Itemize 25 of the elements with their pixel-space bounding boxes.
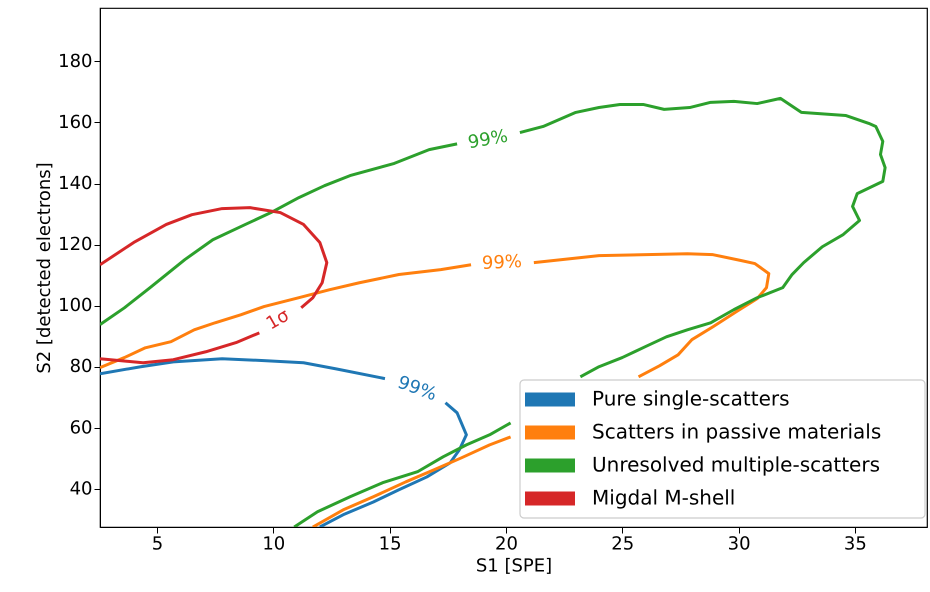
x-tick-label: 30 [728, 534, 751, 554]
x-tick-label: 25 [611, 534, 634, 554]
y-tick-label: 60 [70, 417, 92, 438]
y-tick-label: 100 [58, 295, 92, 316]
x-tick-label: 15 [378, 534, 402, 554]
legend-label: Pure single-scatters [592, 386, 790, 410]
y-axis-title: S2 [detected electrons] [34, 162, 56, 374]
y-tick-label: 120 [58, 234, 92, 256]
annotation: 99% [394, 372, 440, 406]
y-tick-label: 160 [58, 112, 92, 133]
x-tick-label: 35 [844, 534, 867, 554]
y-tick-label: 80 [70, 356, 92, 378]
legend-label: Scatters in passive materials [592, 420, 882, 444]
y-tick-label: 140 [58, 173, 92, 194]
y-tick-label: 40 [70, 478, 92, 500]
x-tick-label: 10 [262, 534, 286, 554]
legend-label: Migdal M-shell [592, 486, 736, 510]
x-axis-title: S1 [SPE] [476, 556, 552, 576]
legend-label: Unresolved multiple-scatters [592, 452, 880, 476]
x-tick-label: 5 [152, 534, 164, 554]
annotation: 99% [481, 250, 523, 274]
x-tick-label: 20 [494, 534, 518, 554]
y-tick-label: 180 [58, 50, 92, 72]
annotation: 99% [466, 126, 510, 154]
annotation: 1σ [262, 304, 293, 334]
